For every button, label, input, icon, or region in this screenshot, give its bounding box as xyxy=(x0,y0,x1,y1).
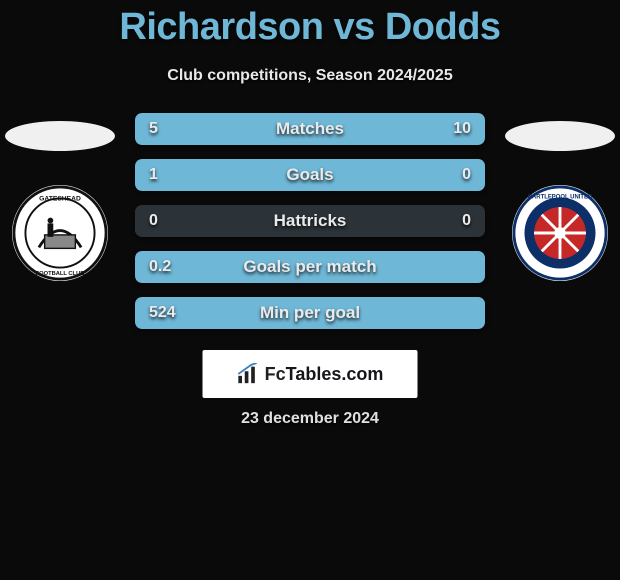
bar-label: Hattricks xyxy=(135,205,485,237)
club-left-ellipse xyxy=(5,121,115,151)
club-right-ellipse xyxy=(505,121,615,151)
stat-bars: 510Matches 10Goals 00Hattricks 0.2Goals per… xyxy=(135,113,485,329)
club-right-column: HARTLEPOOL UNITED xyxy=(500,113,620,281)
snapshot-date: 23 december 2024 xyxy=(0,410,620,428)
stat-bar: 00Hattricks xyxy=(135,205,485,237)
bar-label: Matches xyxy=(135,113,485,145)
hartlepool-crest-icon: HARTLEPOOL UNITED xyxy=(512,185,608,281)
bar-label: Goals xyxy=(135,159,485,191)
club-left-column: GATESHEAD FOOTBALL CLUB xyxy=(0,113,120,281)
stat-bar: 510Matches xyxy=(135,113,485,145)
club-right-badge: HARTLEPOOL UNITED xyxy=(512,185,608,281)
bar-label: Min per goal xyxy=(135,297,485,329)
svg-text:FOOTBALL CLUB: FOOTBALL CLUB xyxy=(36,271,85,277)
stat-bar: 10Goals xyxy=(135,159,485,191)
club-left-badge: GATESHEAD FOOTBALL CLUB xyxy=(12,185,108,281)
stat-bar: 0.2Goals per match xyxy=(135,251,485,283)
svg-text:HARTLEPOOL UNITED: HARTLEPOOL UNITED xyxy=(528,194,593,200)
svg-text:GATESHEAD: GATESHEAD xyxy=(39,195,81,202)
fctables-logo[interactable]: FcTables.com xyxy=(203,350,418,398)
comparison-content: GATESHEAD FOOTBALL CLUB HARTLEPOOL UNITE… xyxy=(0,113,620,373)
page-subtitle: Club competitions, Season 2024/2025 xyxy=(0,67,620,85)
page-title: Richardson vs Dodds xyxy=(0,0,620,49)
gateshead-crest-icon: GATESHEAD FOOTBALL CLUB xyxy=(12,185,108,281)
bar-label: Goals per match xyxy=(135,251,485,283)
bar-chart-icon xyxy=(237,363,259,385)
stat-bar: 524Min per goal xyxy=(135,297,485,329)
logo-text: FcTables.com xyxy=(265,364,384,385)
